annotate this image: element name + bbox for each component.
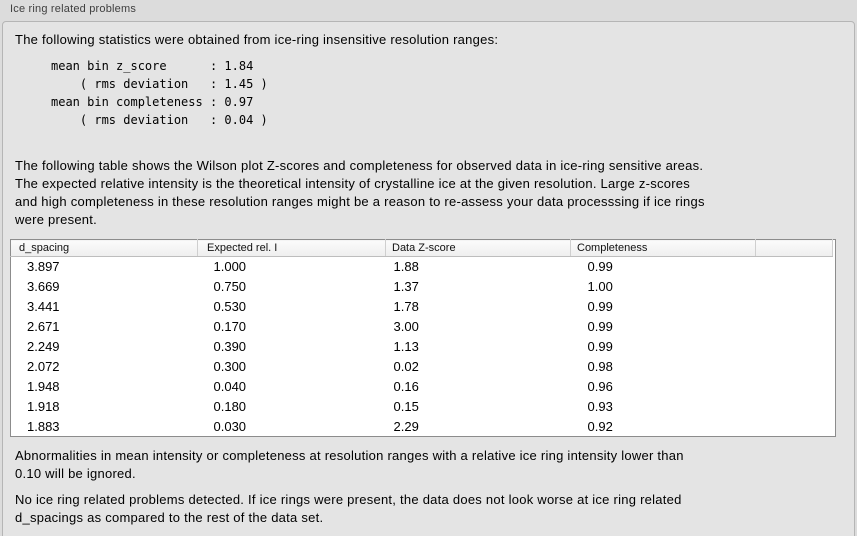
column-header[interactable]: Completeness [570, 239, 756, 257]
table-cell: 3.441 [27, 299, 60, 314]
table-cell [756, 277, 833, 297]
table-cell: 2.29 [393, 418, 419, 434]
table-cell: 1.000 [213, 259, 247, 275]
conclusion-note: No ice ring related problems detected. I… [15, 492, 682, 525]
table-cell: 0.040 [213, 379, 247, 394]
intro-text: The following statistics were obtained f… [15, 32, 499, 47]
table-cell: 0.98 [587, 359, 613, 374]
table-cell: 3.669 [27, 279, 60, 294]
table-cell: 0.750 [213, 279, 247, 294]
table-cell: 1.78 [393, 299, 419, 314]
table-cell: 0.030 [213, 418, 247, 434]
table-cell: 2.671 [27, 319, 60, 334]
table-cell: 1.13 [393, 339, 419, 354]
table-row[interactable]: 2.249 0.390 1.13 0.99 [11, 337, 836, 357]
table-cell: 1.88 [393, 259, 419, 275]
table-cell: 1.948 [27, 379, 60, 394]
table-cell [756, 257, 833, 277]
table-cell: 0.530 [213, 299, 247, 314]
table-cell: 1.918 [27, 399, 60, 414]
table-cell [756, 417, 833, 437]
table-cell: 0.180 [213, 399, 247, 414]
table-row[interactable]: 2.072 0.300 0.02 0.98 [11, 357, 836, 377]
table-cell [756, 317, 833, 337]
table-description: The following table shows the Wilson plo… [15, 158, 705, 227]
ignore-note: Abnormalities in mean intensity or compl… [15, 448, 684, 481]
table-cell: 0.93 [587, 399, 613, 414]
table-cell: 0.99 [587, 299, 613, 314]
table-cell: 2.249 [27, 339, 60, 354]
stats-block: mean bin z_score : 1.84 ( rms deviation … [51, 59, 268, 127]
table-row[interactable]: 3.669 0.750 1.37 1.00 [11, 277, 836, 297]
table-cell: 2.072 [27, 359, 60, 374]
table-cell: 0.96 [587, 379, 613, 394]
table-row[interactable]: 1.948 0.040 0.16 0.96 [11, 377, 836, 397]
table-cell [756, 357, 833, 377]
table-cell: 3.00 [393, 319, 419, 334]
table-row[interactable]: 3.441 0.530 1.78 0.99 [11, 297, 836, 317]
table-cell: 1.883 [27, 418, 60, 434]
table-header-row: d_spacing Expected rel. I Data Z-score Comp… [10, 239, 836, 257]
table-cell [756, 377, 833, 397]
table-cell: 1.37 [393, 279, 419, 294]
table-cell: 0.170 [213, 319, 247, 334]
table-cell: 0.99 [587, 259, 613, 275]
table-cell [756, 397, 833, 417]
table-cell: 0.15 [393, 399, 419, 414]
groupbox-body: The following statistics were obtained f… [2, 21, 855, 536]
table-cell: 0.99 [587, 319, 613, 334]
table-cell: 0.300 [213, 359, 247, 374]
results-table: d_spacing Expected rel. I Data Z-score Comp… [10, 239, 836, 437]
column-header[interactable]: Data Z-score [385, 239, 571, 257]
column-header[interactable]: Expected rel. I [197, 239, 386, 257]
table-cell: 0.92 [587, 418, 613, 434]
table-row[interactable]: 3.897 1.000 1.88 0.99 [11, 257, 836, 277]
table-row[interactable]: 1.883 0.030 2.29 0.92 [11, 417, 836, 437]
table-cell: 3.897 [27, 259, 60, 275]
groupbox-title: Ice ring related problems [10, 3, 137, 15]
table-row[interactable]: 2.671 0.170 3.00 0.99 [11, 317, 836, 337]
table-cell: 0.390 [213, 339, 247, 354]
table-row[interactable]: 1.918 0.180 0.15 0.93 [11, 397, 836, 417]
table-cell: 0.99 [587, 339, 613, 354]
table-body: 3.897 1.000 1.88 0.99 3.669 0.750 1.37 1.00 3.44… [11, 257, 836, 437]
column-header[interactable]: d_spacing [10, 239, 198, 257]
table-cell: 0.02 [393, 359, 419, 374]
table-cell: 1.00 [587, 279, 613, 294]
table-cell [756, 337, 833, 357]
table-cell: 0.16 [393, 379, 419, 394]
column-header[interactable] [755, 239, 833, 257]
table-cell [756, 297, 833, 317]
